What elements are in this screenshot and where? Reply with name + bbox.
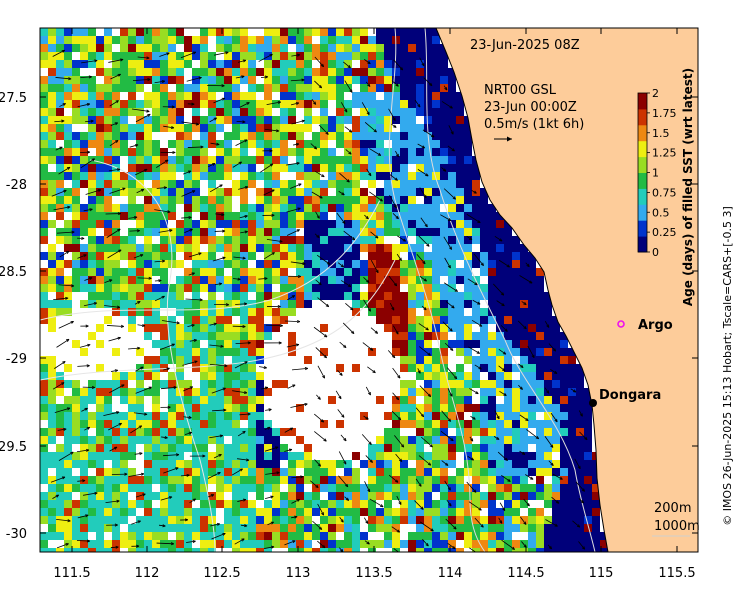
current-source-label: NRT00 GSL — [484, 83, 557, 98]
colorbar-tick-label: 0.25 — [652, 226, 677, 239]
x-tick-label: 114.5 — [507, 566, 544, 581]
colorbar-segment — [638, 220, 647, 236]
colorbar-tick-label: 1.75 — [652, 107, 677, 120]
colorbar-segment — [638, 204, 647, 220]
x-tick-label: 112 — [135, 566, 160, 581]
footer-credit: © IMOS 26-Jun-2025 15:13 Hobart; Tscale=… — [721, 206, 734, 526]
title-timestamp: 23-Jun-2025 08Z — [470, 38, 580, 53]
dongara-label: Dongara — [599, 388, 661, 403]
y-tick-label: -29 — [6, 352, 27, 367]
colorbar-tick-label: 0 — [652, 246, 659, 259]
current-time-label: 23-Jun 00:00Z — [484, 100, 577, 115]
x-tick-label: 111.5 — [53, 566, 90, 581]
colorbar-tick-label: 1.5 — [652, 127, 670, 140]
colorbar-tick-label: 0.5 — [652, 206, 670, 219]
colorbar-segment — [638, 141, 647, 157]
colorbar-segment — [638, 173, 647, 189]
x-tick-label: 113 — [286, 566, 311, 581]
vector-scale-label: 0.5m/s (1kt 6h) — [484, 117, 584, 132]
dongara-marker — [589, 399, 597, 407]
y-tick-label: -28 — [6, 178, 27, 193]
x-tick-label: 115.5 — [658, 566, 695, 581]
contour-label-1000m: 1000m — [654, 519, 700, 534]
colorbar-segment — [638, 157, 647, 173]
colorbar-tick-label: 1.25 — [652, 147, 677, 160]
x-tick-label: 114 — [438, 566, 463, 581]
colorbar-segment — [638, 109, 647, 125]
colorbar-segment — [638, 93, 647, 109]
colorbar-label: Age (days) of filled SST (wrt latest) — [681, 68, 695, 306]
contour-label-200m: 200m — [654, 501, 691, 516]
y-tick-label: -28.5 — [0, 265, 27, 280]
y-tick-label: -29.5 — [0, 440, 27, 455]
colorbar-segment — [638, 236, 647, 252]
x-tick-label: 113.5 — [355, 566, 392, 581]
colorbar-tick-label: 2 — [652, 87, 659, 100]
colorbar-segment — [638, 188, 647, 204]
argo-label: Argo — [638, 318, 673, 333]
x-tick-label: 115 — [589, 566, 614, 581]
colorbar-tick-label: 1 — [652, 167, 659, 180]
y-tick-label: -30 — [6, 527, 27, 542]
colorbar-segment — [638, 125, 647, 141]
colorbar-tick-label: 0.75 — [652, 186, 677, 199]
x-tick-label: 112.5 — [203, 566, 240, 581]
y-tick-label: -27.5 — [0, 91, 27, 106]
